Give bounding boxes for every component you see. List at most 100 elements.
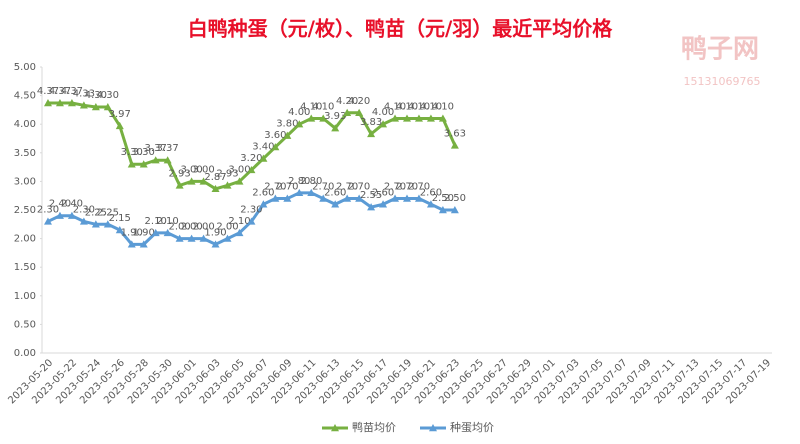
point-marker [403,114,411,122]
y-tick-label: 0.00 [14,348,36,359]
data-label: 3.63 [444,128,466,139]
data-label: 2.70 [264,182,286,193]
y-tick-label: 1.50 [14,262,36,273]
data-label: 4.30 [85,90,107,101]
data-label: 3.30 [121,147,143,158]
point-marker [438,206,447,214]
point-marker [343,194,352,202]
data-label: 2.70 [276,182,298,193]
point-marker [139,240,148,248]
point-marker [438,114,447,122]
point-marker [271,194,280,202]
data-label: 2.00 [216,222,238,233]
point-marker [283,194,292,202]
point-marker [79,217,88,225]
point-marker [319,194,328,202]
point-marker [379,120,388,128]
point-marker [187,234,196,242]
data-label: 4.10 [312,101,334,112]
point-marker [355,108,364,116]
point-marker [91,103,100,111]
point-marker [426,200,435,208]
data-label: 4.37 [37,86,59,97]
point-marker [151,156,160,164]
point-marker [115,121,124,130]
data-label: 4.33 [73,88,95,99]
point-marker [331,200,340,208]
data-label: 3.37 [145,143,167,154]
point-marker [139,160,148,168]
data-label: 3.83 [360,117,382,128]
data-label: 4.00 [288,107,310,118]
legend-marker [429,424,437,432]
data-label: 4.37 [61,86,83,97]
data-label: 2.70 [384,182,406,193]
point-marker [223,234,232,242]
y-tick-label: 2.50 [14,205,36,216]
data-label: 4.10 [432,101,454,112]
point-marker [307,188,316,197]
data-label: 2.25 [85,207,107,218]
legend-label: 鸭苗均价 [352,421,396,434]
data-label: 2.25 [97,207,119,218]
data-label: 3.30 [133,147,155,158]
data-label: 2.10 [157,216,179,227]
point-marker [199,177,208,185]
point-marker [175,181,184,189]
y-tick-label: 4.50 [14,91,36,102]
data-label: 2.60 [324,187,346,198]
y-tick-label: 1.00 [14,291,36,302]
y-tick-label: 2.00 [14,234,36,245]
data-label: 3.80 [276,119,298,130]
point-marker [414,194,423,202]
point-marker [259,200,268,208]
data-label: 2.30 [37,204,59,215]
data-label: 2.87 [204,172,226,183]
point-marker [247,165,256,174]
data-label: 2.30 [240,204,262,215]
point-marker [127,160,136,168]
data-label: 3.60 [264,130,286,141]
point-marker [55,99,64,107]
data-label: 4.30 [97,90,119,101]
point-marker [259,154,268,162]
data-label: 2.50 [444,193,466,204]
point-marker [223,181,232,189]
data-label: 3.37 [157,143,179,154]
point-marker [127,240,136,248]
legend-label: 种蛋均价 [450,420,494,434]
data-label: 2.10 [228,216,250,227]
point-marker [199,234,208,242]
point-marker [187,177,196,185]
watermark: 鸭子网 [681,35,759,65]
point-marker [43,217,52,225]
data-label: 2.70 [312,182,334,193]
data-label: 2.70 [396,182,418,193]
point-marker [367,129,376,138]
point-marker [103,220,112,228]
data-label: 2.40 [49,199,71,210]
data-label: 3.97 [109,109,131,120]
data-label: 4.10 [384,101,406,112]
point-marker [67,211,76,219]
point-marker [163,228,172,237]
point-marker [426,114,435,122]
point-marker [319,114,328,122]
legend-marker [331,424,339,432]
data-label: 4.20 [348,96,370,107]
data-label: 2.00 [168,222,190,233]
point-marker [151,228,160,237]
data-label: 2.00 [192,222,214,233]
data-label: 3.40 [252,142,274,153]
point-marker [403,194,411,202]
y-tick-label: 3.50 [14,148,36,159]
data-label: 4.20 [336,96,358,107]
data-label: 2.30 [73,204,95,215]
point-marker [67,99,76,107]
data-label: 4.10 [396,101,418,112]
y-tick-label: 3.00 [14,176,36,187]
data-label: 2.50 [432,193,454,204]
data-label: 2.70 [408,182,430,193]
point-marker [355,194,364,202]
data-label: 2.93 [216,168,238,179]
